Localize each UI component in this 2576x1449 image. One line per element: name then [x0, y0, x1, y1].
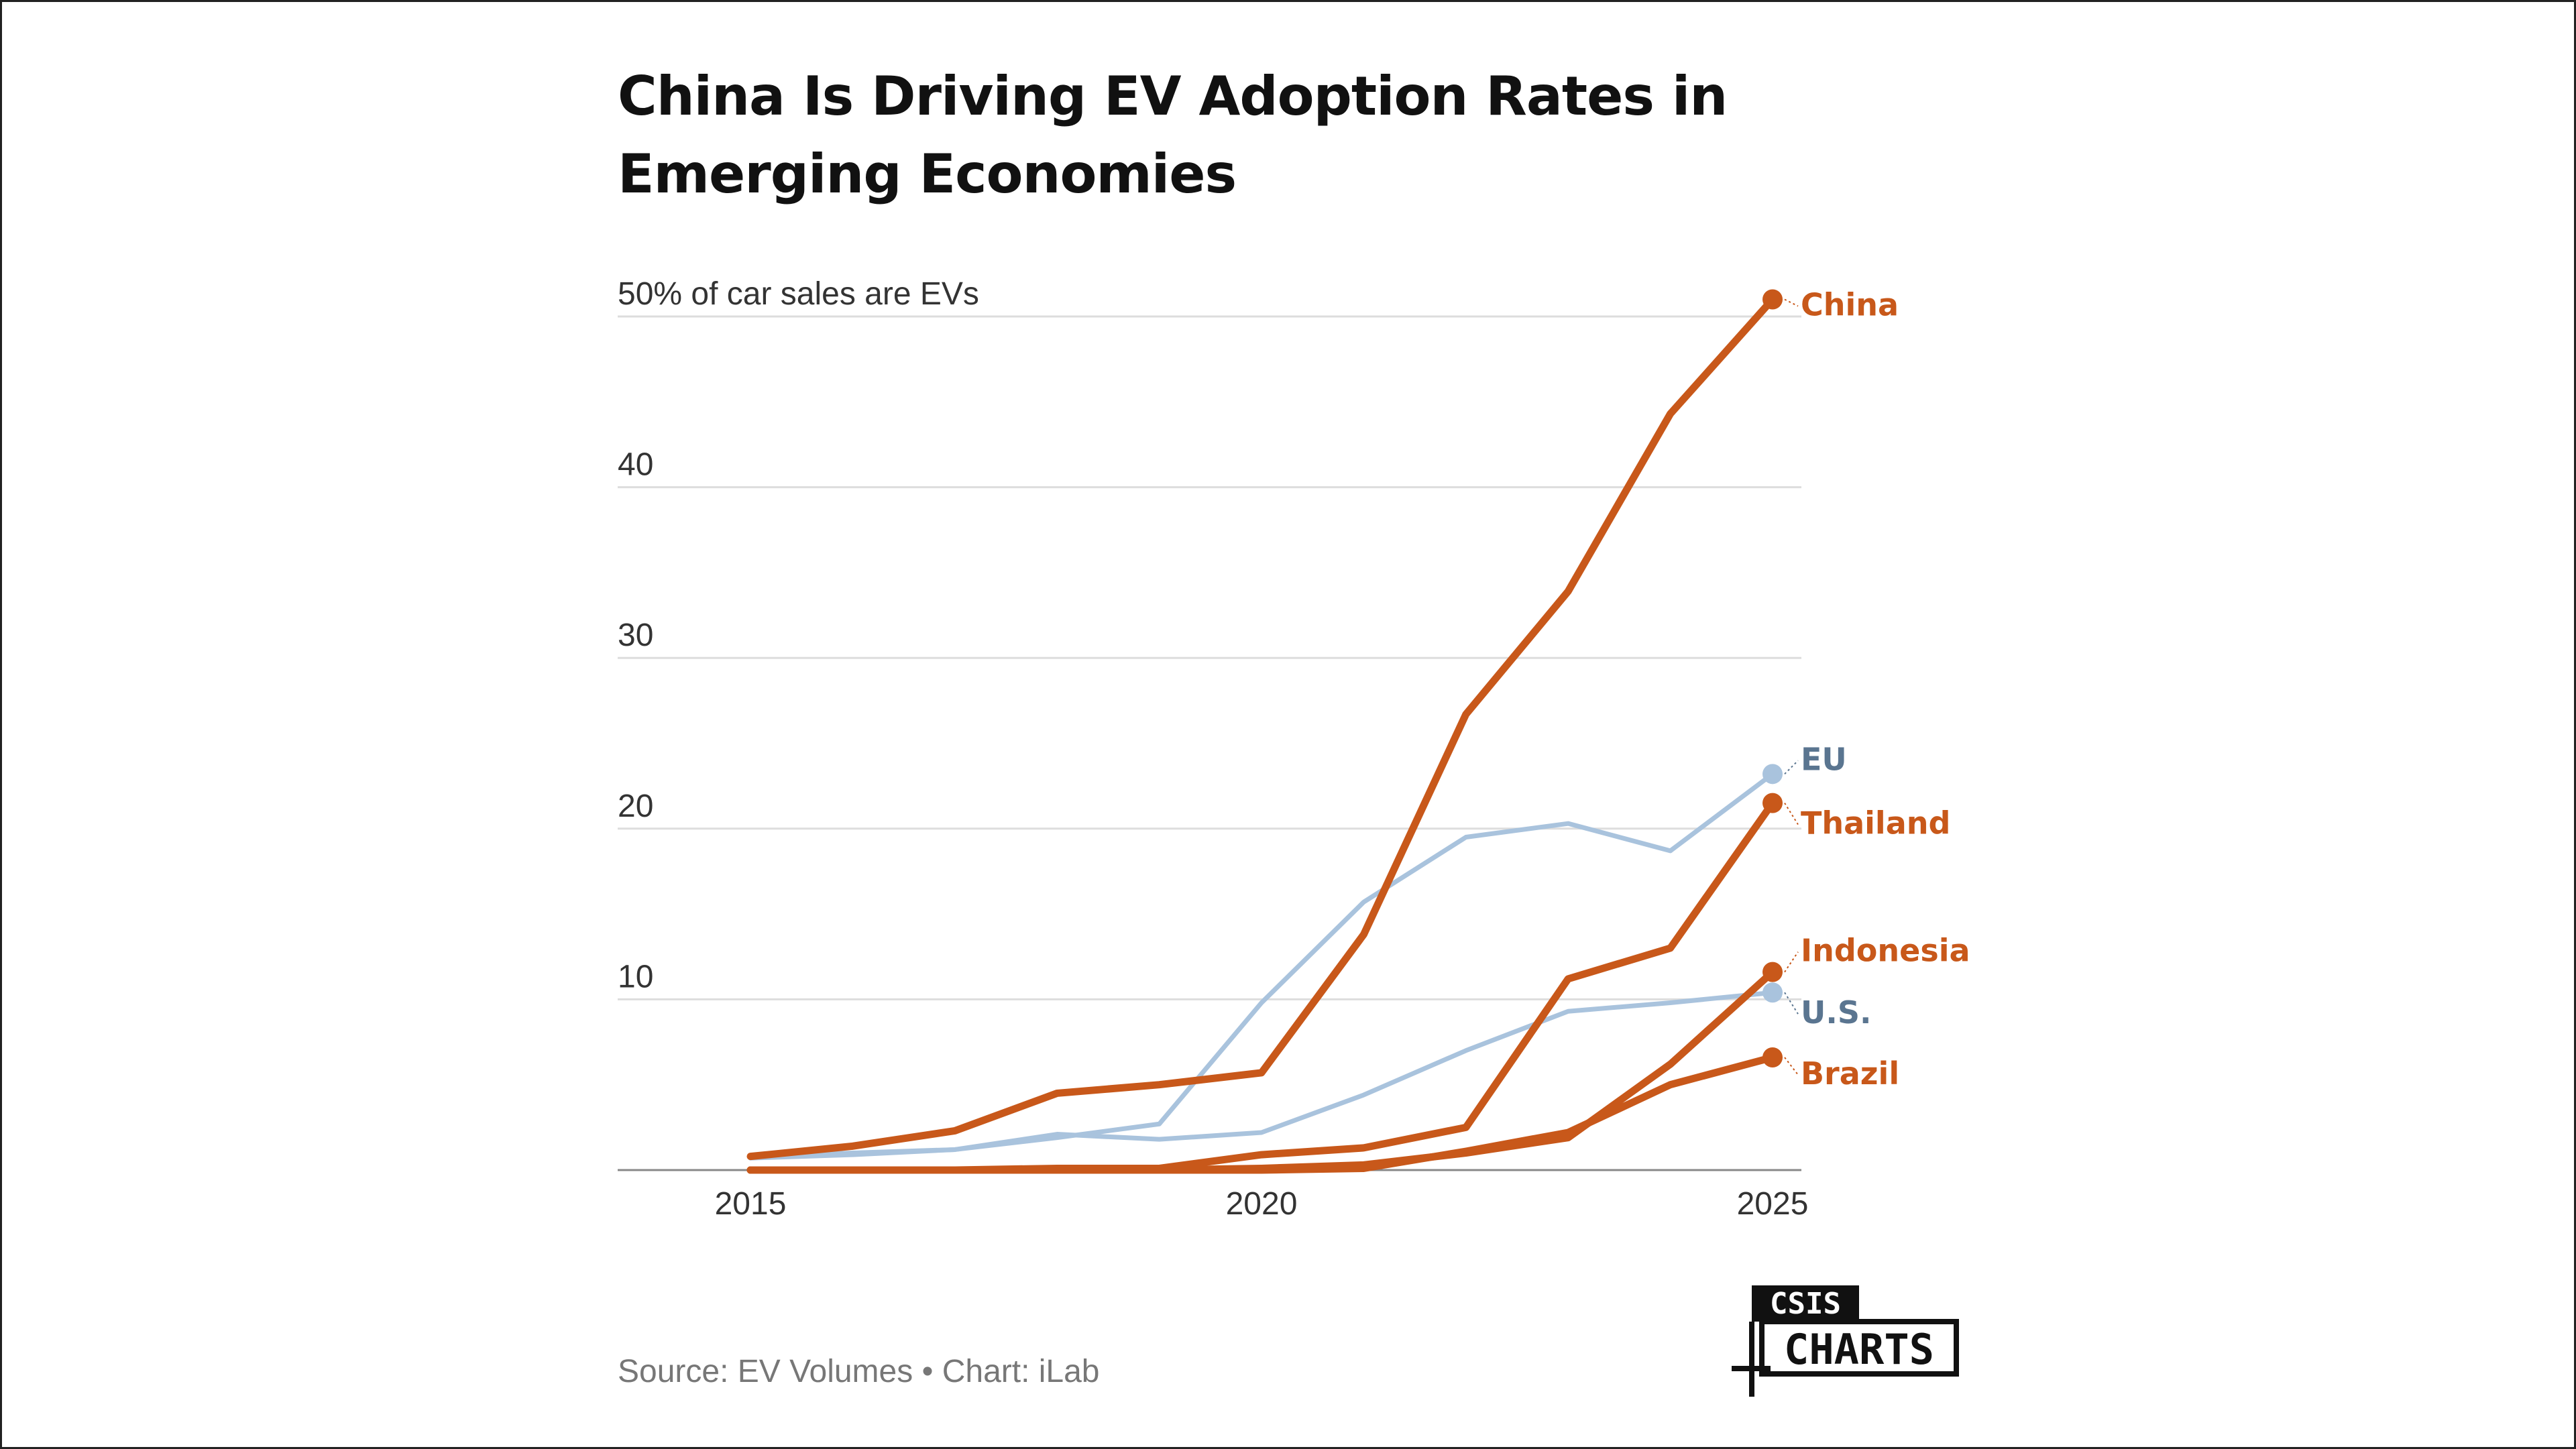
end-marker-brazil [1762, 1047, 1783, 1067]
label-leader [1784, 992, 1799, 1015]
label-leader [1784, 803, 1799, 825]
series-labels: EU U.S. China Thailand Indonesia Brazil [1784, 287, 1970, 1092]
series-label: Brazil [1801, 1055, 1899, 1092]
series-line-us [748, 990, 1775, 1161]
end-marker-eu [1762, 764, 1783, 785]
series-lines [746, 296, 1777, 1174]
logo-top-text: CSIS [1770, 1287, 1841, 1321]
series-label: U.S. [1801, 994, 1871, 1031]
source-note: Source: EV Volumes • Chart: iLab [618, 1354, 1100, 1389]
chart-title: China Is Driving EV Adoption Rates in Em… [618, 65, 1728, 205]
logo-bottom-box [1759, 1319, 1959, 1377]
series-line-brazil [746, 1053, 1777, 1174]
end-marker-thailand [1762, 793, 1783, 813]
series-line-china [746, 296, 1777, 1161]
y-tick-label: 20 [618, 789, 653, 824]
logo-bottom-text: CHARTS [1784, 1325, 1934, 1374]
csis-charts-logo: CSIS CHARTS [1732, 1285, 1959, 1397]
y-tick-label: 30 [618, 618, 653, 653]
y-tick-label: 50% of car sales are EVs [618, 276, 979, 312]
end-marker-us [1762, 982, 1783, 1003]
label-leader [1784, 1057, 1799, 1076]
label-leader [1784, 760, 1799, 775]
y-tick-label: 10 [618, 959, 653, 994]
y-tick-labels: 10 20 30 40 50% of car sales are EVs [618, 276, 979, 994]
x-tick-labels: 2015 2020 2025 [715, 1186, 1809, 1222]
label-leader [1784, 298, 1799, 307]
label-leader [1784, 951, 1799, 973]
series-label: Indonesia [1801, 933, 1970, 969]
x-tick-label: 2015 [715, 1186, 787, 1222]
series-label: China [1801, 287, 1899, 323]
series-end-markers [1762, 289, 1783, 1067]
x-tick-label: 2025 [1737, 1186, 1809, 1222]
end-marker-china [1762, 289, 1783, 310]
logo-top-block [1752, 1285, 1859, 1322]
series-label: Thailand [1801, 805, 1950, 842]
grid-lines [618, 315, 1801, 1171]
x-tick-label: 2020 [1226, 1186, 1298, 1222]
series-label: EU [1801, 741, 1847, 777]
end-marker-indonesia [1762, 962, 1783, 982]
series-line-thailand [746, 799, 1777, 1174]
y-tick-label: 40 [618, 447, 653, 483]
